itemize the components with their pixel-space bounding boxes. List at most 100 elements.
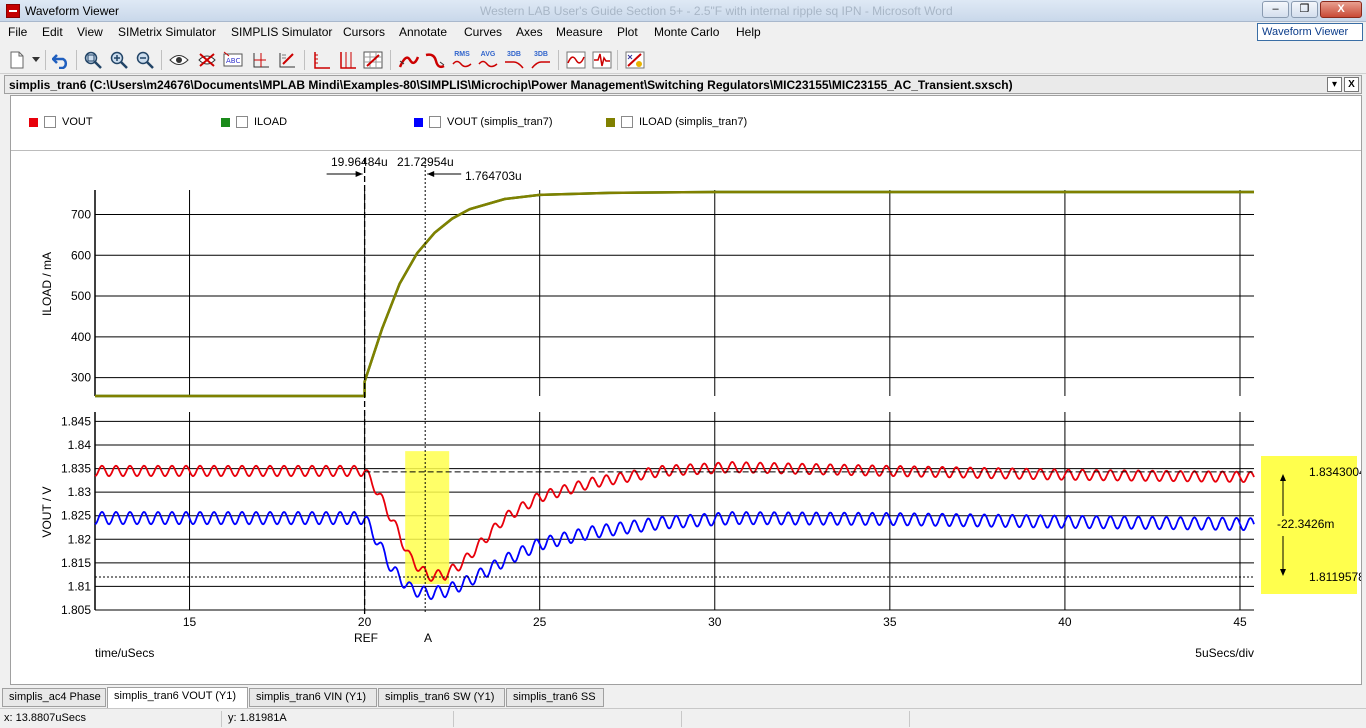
menu-measure[interactable]: Measure	[556, 25, 603, 39]
a-cursor-label[interactable]: A	[424, 631, 432, 645]
menu-help[interactable]: Help	[736, 25, 761, 39]
plot-properties-icon[interactable]	[362, 49, 384, 71]
new-y-axis-icon[interactable]	[310, 49, 332, 71]
menu-simetrix-simulator[interactable]: SIMetrix Simulator	[118, 25, 217, 39]
document-header: simplis_tran6 (C:\Users\m24676\Documents…	[4, 75, 1362, 94]
y-tick-label: 1.83	[68, 485, 92, 499]
curve-iload-simplis-tran7-	[95, 190, 1254, 398]
close-button[interactable]: X	[1320, 1, 1362, 18]
curve-vout	[94, 461, 1255, 582]
xlabel: time/uSecs	[95, 646, 154, 660]
delta-annotation-box	[1261, 456, 1357, 594]
minimize-button[interactable]: –	[1262, 1, 1289, 18]
undo-icon[interactable]	[50, 49, 72, 71]
menu-cursors[interactable]: Cursors	[343, 25, 386, 39]
tab-simplis-ac4-phase[interactable]: simplis_ac4 Phase	[2, 688, 106, 707]
legend-label: ILOAD (simplis_tran7)	[639, 116, 748, 128]
status-y: y: 1.81981A	[224, 711, 454, 727]
tab-simplis-tran6-vout[interactable]: simplis_tran6 VOUT (Y1)	[107, 687, 248, 708]
legend-label: VOUT (simplis_tran7)	[447, 116, 553, 128]
legend-iload[interactable]: ILOAD	[221, 116, 287, 128]
bottom-ylabel: VOUT / V	[40, 486, 54, 537]
tab-simplis-tran6-sw[interactable]: simplis_tran6 SW (Y1)	[378, 688, 505, 707]
x-tick-label: 20	[358, 615, 372, 629]
document-close-button[interactable]: X	[1344, 77, 1359, 92]
x-tick-label: 35	[883, 615, 897, 629]
menu-edit[interactable]: Edit	[42, 25, 63, 39]
legend-checkbox[interactable]	[621, 116, 633, 128]
y-tick-label: 1.845	[61, 414, 91, 428]
new-grid-icon[interactable]	[250, 49, 272, 71]
y-tick-label: 1.82	[68, 532, 92, 546]
legend-checkbox[interactable]	[236, 116, 248, 128]
new-plot-icon[interactable]	[336, 49, 358, 71]
zoom-out-icon[interactable]	[134, 49, 156, 71]
y-tick-label: 1.835	[61, 462, 91, 476]
zoom-in-icon[interactable]	[108, 49, 130, 71]
menu-monte-carlo[interactable]: Monte Carlo	[654, 25, 720, 39]
3db-high-icon[interactable]: 3DB	[503, 49, 525, 71]
avg-icon[interactable]: AVG	[477, 49, 499, 71]
top-ylabel: ILOAD / mA	[40, 252, 54, 316]
fft-icon[interactable]	[591, 49, 613, 71]
delta-arrow-down-head	[1280, 569, 1286, 576]
y-tick-label: 700	[71, 207, 91, 221]
menu-axes[interactable]: Axes	[516, 25, 543, 39]
show-curves-icon[interactable]	[168, 49, 190, 71]
legend-vout[interactable]: VOUT	[29, 116, 93, 128]
waveform-chart[interactable]: 300 400 500 600 700 1.805 1.81 1.815 1.82 1.825 1.…	[11, 96, 1361, 684]
tab-simplis-tran6-vin[interactable]: simplis_tran6 VIN (Y1)	[249, 688, 377, 707]
v-upper-label: 1.8343004	[1309, 465, 1361, 479]
v-delta-label: -22.3426m	[1277, 517, 1334, 531]
legend-iload-tran7[interactable]: ILOAD (simplis_tran7)	[606, 116, 747, 128]
waveform-icon[interactable]	[565, 49, 587, 71]
document-menu-button[interactable]: ▾	[1327, 77, 1342, 92]
tab-bar: simplis_ac4 Phase simplis_tran6 VOUT (Y1…	[0, 686, 1366, 708]
delta-arrow-up-head	[1280, 474, 1286, 481]
3db-low-icon[interactable]: 3DB	[530, 49, 552, 71]
rms-icon[interactable]: RMS	[451, 49, 473, 71]
y-tick-label: 500	[71, 289, 91, 303]
new-dropdown-icon[interactable]	[30, 49, 42, 71]
y-tick-label: 1.81	[68, 579, 92, 593]
menu-plot[interactable]: Plot	[617, 25, 638, 39]
label-curve-icon[interactable]: ABC	[222, 49, 244, 71]
legend-label: ILOAD	[254, 116, 288, 128]
menu-view[interactable]: View	[77, 25, 103, 39]
legend-vout-tran7[interactable]: VOUT (simplis_tran7)	[414, 116, 553, 128]
menu-annotate[interactable]: Annotate	[399, 25, 448, 39]
legend-swatch	[414, 117, 423, 127]
edit-axis-icon[interactable]	[276, 49, 298, 71]
tab-simplis-tran6-ss[interactable]: simplis_tran6 SS	[506, 688, 604, 707]
y-tick-label: 300	[71, 371, 91, 385]
plot-area: VOUT ILOAD VOUT (simplis_tran7) ILOAD (s…	[10, 95, 1362, 685]
background-window-title: Western LAB User's Guide Section 5+ - 2.…	[480, 4, 953, 18]
ref-cursor-label[interactable]: REF	[354, 631, 378, 645]
maximize-button[interactable]: ❐	[1291, 1, 1318, 18]
menu-bar: File Edit View SIMetrix Simulator SIMPLI…	[0, 22, 1366, 42]
menu-simplis-simulator[interactable]: SIMPLIS Simulator	[231, 25, 333, 39]
x-tick-label: 30	[708, 615, 722, 629]
y-tick-label: 600	[71, 248, 91, 262]
x-tick-label: 15	[183, 615, 197, 629]
title-bar: Waveform Viewer Western LAB User's Guide…	[0, 0, 1366, 22]
curve-arithmetic-icon[interactable]	[624, 49, 646, 71]
cursor-right-icon[interactable]	[424, 49, 446, 71]
legend-checkbox[interactable]	[429, 116, 441, 128]
menu-file[interactable]: File	[8, 25, 28, 39]
legend-swatch	[221, 117, 230, 127]
viewer-select[interactable]: Waveform Viewer	[1257, 23, 1363, 41]
new-file-icon[interactable]	[6, 49, 28, 71]
cursor-left-icon[interactable]	[398, 49, 420, 71]
menu-curves[interactable]: Curves	[464, 25, 503, 39]
delta-time-label: 1.764703u	[465, 169, 522, 183]
a-arrow-head	[427, 171, 435, 177]
status-empty-2	[684, 711, 910, 727]
legend-label: VOUT	[62, 116, 93, 128]
zoom-fit-icon[interactable]	[82, 49, 104, 71]
hide-curves-icon[interactable]	[196, 49, 218, 71]
legend-checkbox[interactable]	[44, 116, 56, 128]
y-tick-label: 400	[71, 330, 91, 344]
legend-swatch	[29, 117, 38, 127]
